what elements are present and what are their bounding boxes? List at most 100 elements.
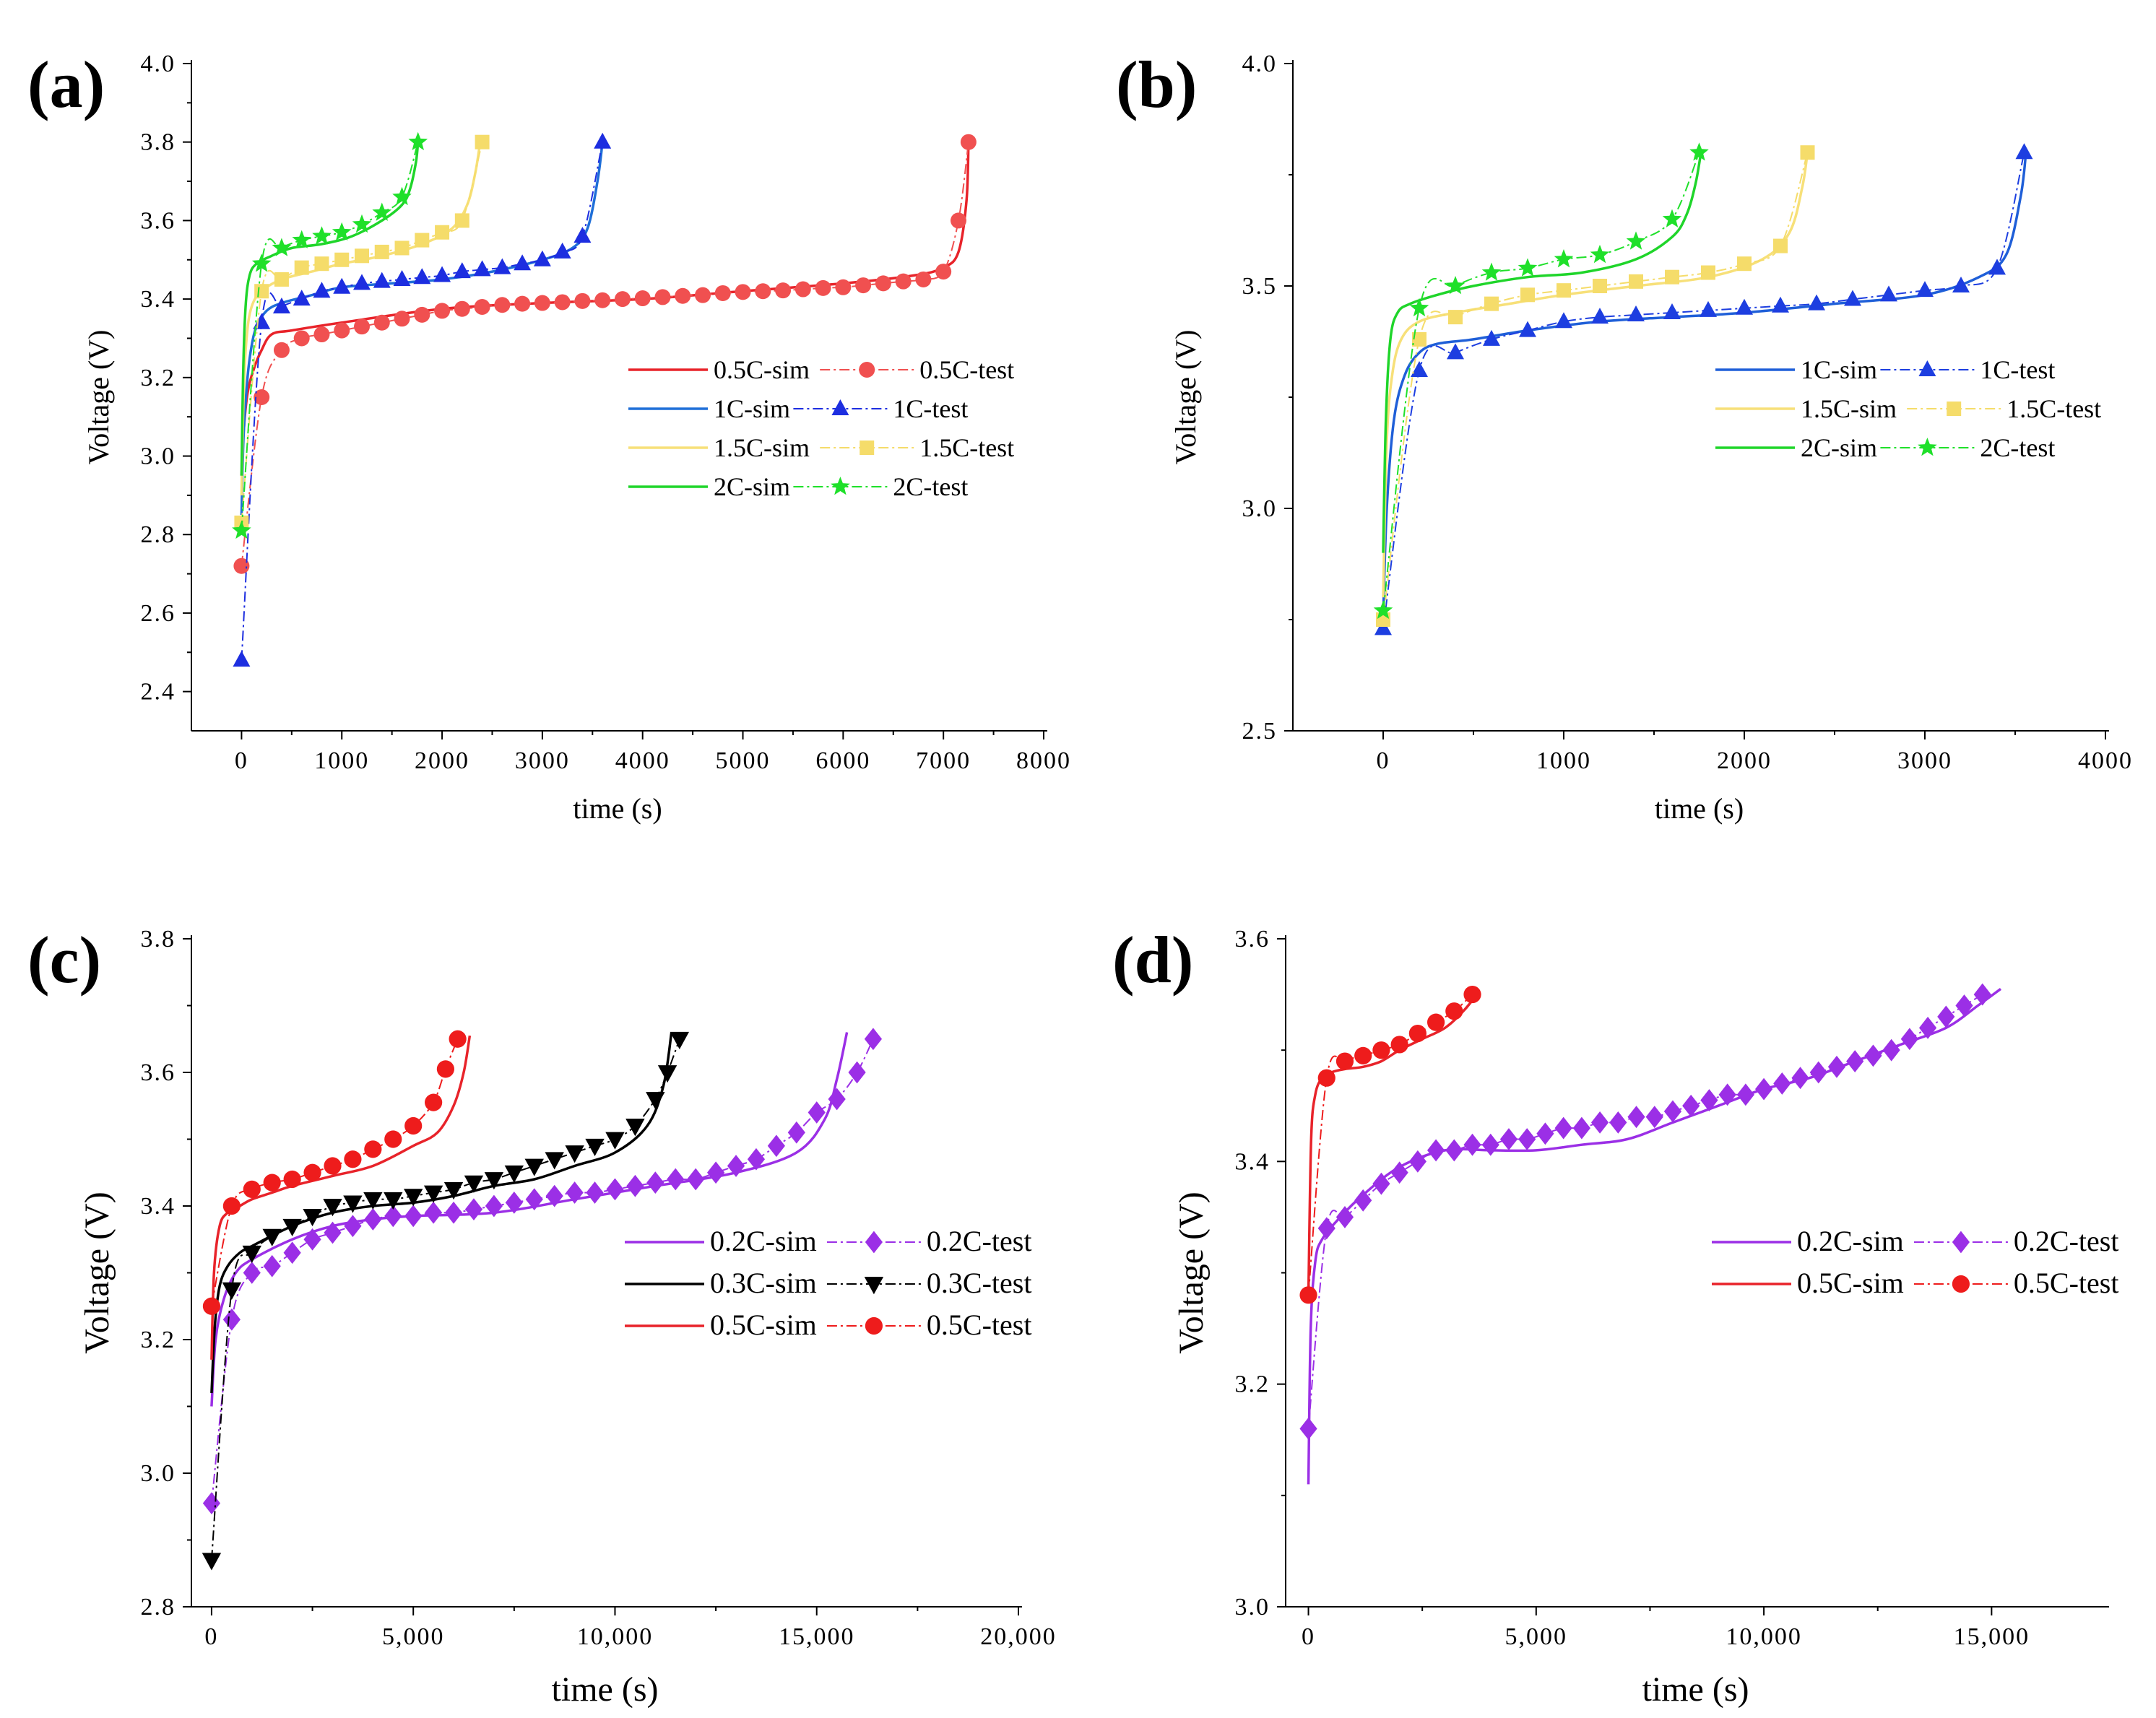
data-point	[392, 186, 412, 206]
data-point	[767, 1135, 785, 1158]
data-point	[1627, 305, 1645, 322]
legend-label-1.5C-sim: 1.5C-sim	[1801, 394, 1897, 423]
x-tick-label: 5000	[716, 747, 771, 774]
data-point	[706, 1161, 725, 1184]
data-point	[242, 1245, 261, 1264]
data-point	[243, 1262, 261, 1284]
panel-d: (d) 3.0 3.2 3.4 3.6 0 5,000 10,000 15,000 time (s…	[1112, 923, 2118, 1709]
data-point	[1390, 1036, 1408, 1054]
data-point	[1317, 1217, 1335, 1240]
data-point	[1700, 300, 1717, 317]
data-point	[1773, 1072, 1791, 1095]
data-point	[646, 1171, 664, 1194]
data-point	[254, 284, 269, 299]
data-point	[1299, 1417, 1317, 1440]
x-tick-label: 10,000	[577, 1623, 654, 1650]
data-point	[915, 271, 932, 287]
data-point	[1882, 1038, 1900, 1062]
y-tick-label: 3.0	[1235, 1594, 1270, 1621]
y-tick-label: 2.5	[1242, 718, 1278, 745]
panel-label: (d)	[1112, 923, 1193, 997]
data-point	[1409, 298, 1429, 317]
data-point	[1593, 279, 1607, 293]
x-tick-label: 20,000	[980, 1623, 1057, 1650]
panel-label: (b)	[1116, 48, 1197, 121]
legend-label-0.2C-test: 0.2C-test	[2014, 1225, 2119, 1257]
data-point	[415, 233, 430, 248]
data-point	[1408, 1150, 1426, 1173]
data-point	[755, 283, 771, 300]
legend-label-2C-sim: 2C-sim	[714, 472, 790, 501]
x-axis-title: time (s)	[552, 1670, 659, 1709]
legend-label-0.5C-test: 0.5C-test	[2014, 1267, 2119, 1299]
x-tick-label: 15,000	[779, 1623, 855, 1650]
data-point	[1481, 1133, 1499, 1156]
data-point	[1591, 308, 1609, 324]
x-tick-label: 3000	[1897, 747, 1952, 774]
data-point	[313, 282, 331, 298]
data-point	[332, 222, 352, 240]
legend-label-0.3C-sim: 0.3C-sim	[710, 1267, 817, 1299]
data-point	[864, 1028, 883, 1051]
y-tick-label: 3.2	[141, 1327, 176, 1353]
data-point	[566, 1181, 584, 1204]
data-point	[935, 264, 952, 280]
data-point	[363, 1192, 383, 1210]
data-point	[485, 1194, 503, 1218]
data-point	[775, 282, 792, 299]
data-point	[524, 1158, 544, 1176]
data-point	[454, 300, 470, 317]
data-point	[1554, 249, 1574, 268]
y-tick-label: 3.2	[141, 365, 176, 391]
data-point	[475, 134, 490, 149]
data-point	[687, 1168, 705, 1191]
data-point	[272, 297, 290, 313]
data-point	[695, 287, 711, 303]
data-point	[1736, 298, 1753, 315]
legend: 0.2C-sim 0.2C-test 0.5C-sim 0.5C-test	[1712, 1225, 2118, 1299]
data-point	[1918, 1016, 1937, 1039]
y-tick-label: 3.6	[141, 207, 176, 234]
data-point	[1447, 343, 1464, 360]
data-point	[282, 1218, 302, 1237]
data-point	[1590, 244, 1610, 264]
data-point	[514, 295, 531, 312]
data-point	[1736, 1083, 1754, 1106]
data-point	[1626, 231, 1646, 250]
data-point	[324, 1157, 342, 1175]
x-tick-label: 6000	[815, 747, 870, 774]
data-point	[1662, 209, 1682, 227]
x-tick-label: 5,000	[1505, 1623, 1568, 1650]
panel-c: (c) 2.8 3.0 3.2 3.4 3.6 3.8 0 5,000 10,000 15,000 2…	[27, 923, 1057, 1709]
data-point	[574, 292, 591, 309]
y-tick-label: 3.4	[1235, 1148, 1270, 1175]
x-tick-label: 0	[1377, 747, 1390, 774]
data-point	[1590, 1111, 1609, 1134]
data-point	[1952, 1231, 1970, 1254]
series-line-1.5C-test	[241, 142, 483, 523]
data-point	[1682, 1094, 1700, 1117]
data-point	[860, 441, 875, 455]
data-point	[202, 1492, 221, 1515]
data-point	[1918, 438, 1937, 456]
data-point	[1880, 285, 1897, 302]
data-point	[323, 1199, 342, 1217]
data-point	[848, 1061, 866, 1084]
legend-label-1C-test: 1C-test	[1980, 355, 2055, 384]
data-point	[1499, 1128, 1518, 1150]
data-point	[414, 306, 430, 323]
data-point	[384, 1205, 402, 1228]
data-point	[614, 291, 631, 308]
legend-label-2C-test: 2C-test	[1980, 433, 2055, 462]
x-tick-label: 5,000	[382, 1623, 445, 1650]
data-point	[1354, 1046, 1372, 1064]
x-tick-label: 4000	[615, 747, 670, 774]
data-point	[334, 322, 350, 339]
data-point	[1629, 274, 1643, 289]
data-point	[303, 1208, 322, 1227]
y-tick-label: 3.6	[141, 1059, 176, 1086]
legend: 0.5C-sim 0.5C-test 1C-sim 1C-test 1.5C-sim 1.…	[628, 355, 1014, 501]
data-point	[222, 1282, 242, 1300]
data-point	[374, 244, 389, 259]
data-point	[313, 326, 330, 343]
